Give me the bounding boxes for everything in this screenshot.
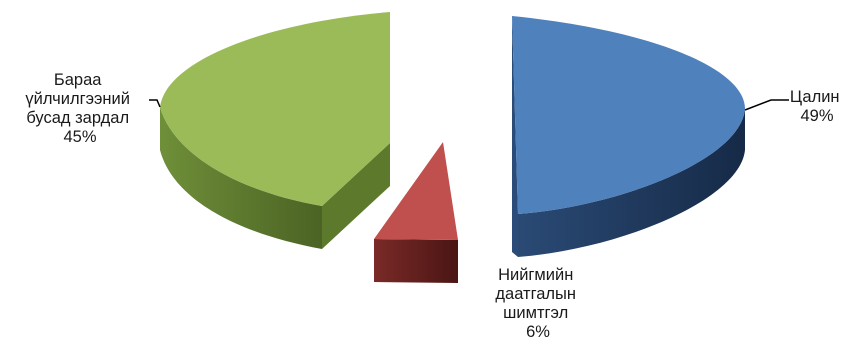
label-social-insurance-percent: 6%	[526, 323, 550, 340]
leader-line-goods-services	[149, 99, 161, 108]
slice-tsalin-top	[512, 16, 745, 214]
slice-goods-services-side	[160, 107, 322, 249]
slice-tsalin-cut	[512, 16, 518, 257]
label-social-insurance-name-1: Нийгмийн	[498, 266, 573, 284]
label-tsalin-percent: 49%	[800, 107, 833, 125]
label-goods-services: Бараа үйлчилгээний бусад зардал 45%	[25, 71, 134, 146]
slice-goods-services-top	[160, 12, 390, 206]
label-tsalin: Цалин 49%	[790, 88, 844, 125]
slice-social-insurance-top	[374, 142, 458, 240]
label-goods-services-name-3: бусад зардал	[26, 109, 129, 127]
label-social-insurance: Нийгмийн даатгалын шимтгэл 6%	[495, 266, 580, 340]
slice-goods-services	[160, 12, 390, 249]
label-goods-services-name-2: үйлчилгээний	[25, 90, 130, 108]
slice-social-insurance-side	[374, 239, 458, 283]
slice-goods-services-cut	[322, 143, 390, 249]
slice-tsalin	[512, 16, 745, 257]
slice-tsalin-side	[518, 109, 745, 257]
label-goods-services-percent: 45%	[63, 128, 96, 146]
label-goods-services-name-1: Бараа	[54, 71, 102, 89]
leader-line-tsalin	[744, 99, 789, 111]
slice-social-insurance	[374, 142, 458, 283]
label-tsalin-name: Цалин	[790, 88, 840, 106]
label-social-insurance-name-3: шимтгэл	[503, 304, 568, 322]
label-social-insurance-name-2: даатгалын	[495, 285, 576, 303]
